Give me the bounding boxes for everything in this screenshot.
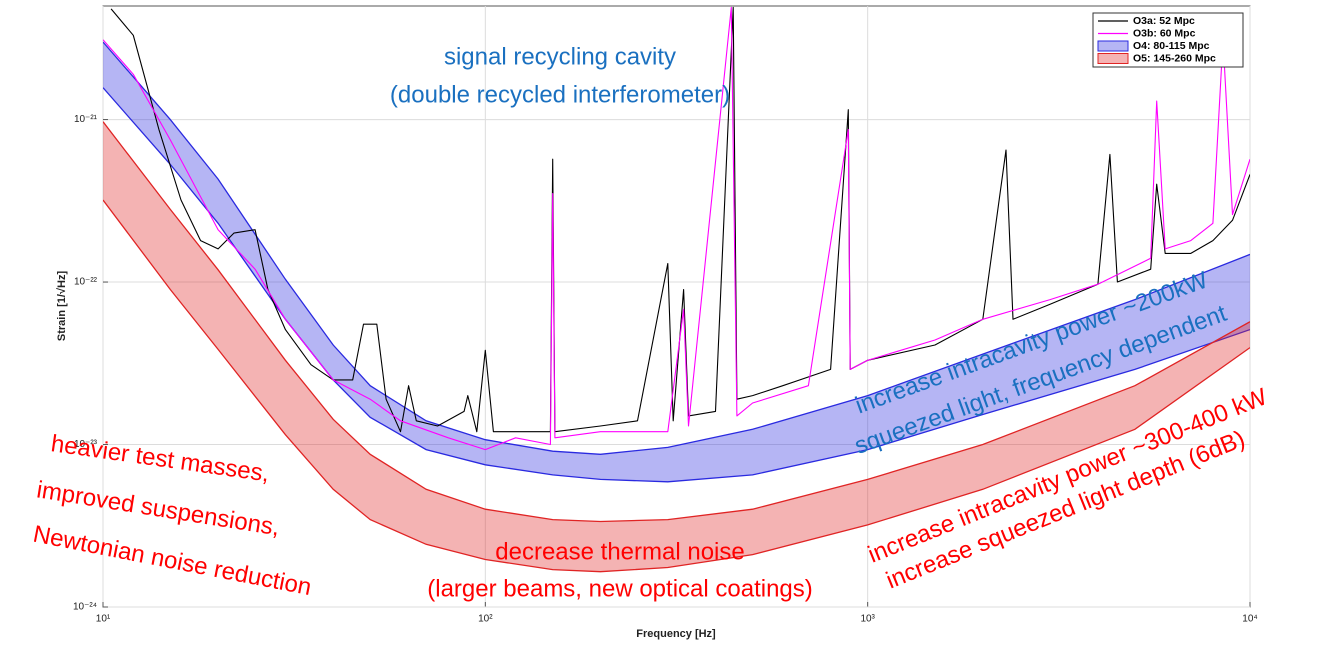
grid: 10¹ 10² 10³ 10⁴ 10⁻²⁴ 10⁻²³ 10⁻²² 10⁻²¹ bbox=[73, 6, 1258, 625]
annotation: (larger beams, new optical coatings) bbox=[427, 575, 813, 602]
series-line bbox=[110, 6, 1250, 433]
series-line bbox=[103, 6, 1250, 451]
marks bbox=[103, 6, 1250, 573]
band-edge bbox=[103, 41, 1250, 455]
legend-label: O4: 80-115 Mpc bbox=[1133, 40, 1210, 52]
y-tick-label: 10⁻²² bbox=[74, 277, 98, 288]
annotation: signal recycling cavity bbox=[444, 43, 676, 70]
legend-box bbox=[1092, 12, 1244, 68]
y-tick-label: 10⁻²¹ bbox=[74, 114, 98, 125]
legend-label: O3b: 60 Mpc bbox=[1133, 27, 1196, 39]
legend-label: O3a: 52 Mpc bbox=[1133, 15, 1195, 27]
band-fill bbox=[103, 42, 1250, 482]
band-edge bbox=[103, 199, 1250, 573]
x-tick-label: 10⁴ bbox=[1242, 614, 1257, 625]
band-edge bbox=[103, 87, 1250, 483]
band-fill bbox=[103, 121, 1250, 572]
y-axis-label: Strain [1/√Hz] bbox=[56, 271, 68, 342]
legend-label: O5: 145-260 Mpc bbox=[1133, 52, 1216, 64]
annotation: decrease thermal noise bbox=[495, 538, 744, 565]
legend-swatch bbox=[1097, 53, 1129, 64]
x-axis-label: Frequency [Hz] bbox=[636, 628, 716, 640]
y-tick-label: 10⁻²³ bbox=[74, 439, 98, 450]
legend-swatch bbox=[1097, 40, 1129, 52]
band-edge bbox=[103, 121, 1250, 523]
y-tick-label: 10⁻²⁴ bbox=[73, 602, 97, 613]
x-tick-label: 10³ bbox=[860, 614, 875, 625]
x-tick-label: 10¹ bbox=[96, 614, 111, 625]
plot-area bbox=[102, 5, 1251, 608]
annotation: (double recycled interferometer) bbox=[390, 81, 730, 108]
x-tick-label: 10² bbox=[478, 614, 493, 625]
